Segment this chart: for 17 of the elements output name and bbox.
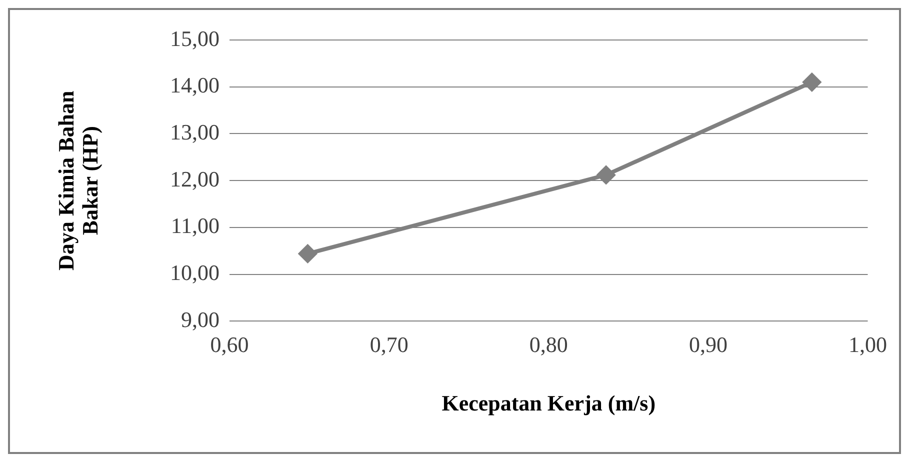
point bbox=[597, 166, 616, 184]
point bbox=[802, 73, 821, 92]
y-tick-label: 14,00 bbox=[170, 72, 220, 98]
y-tick-label: 12,00 bbox=[170, 166, 220, 192]
x-tick-label: 0,80 bbox=[529, 332, 568, 358]
x-axis-title: Kecepatan Kerja (m/s) bbox=[442, 390, 656, 416]
point bbox=[298, 244, 317, 263]
y-axis-title: Daya Kimia Bahan Bakar (HP) bbox=[54, 90, 103, 270]
y-tick-label: 15,00 bbox=[170, 26, 220, 51]
y-tick-label: 10,00 bbox=[170, 260, 220, 286]
y-tick-label: 11,00 bbox=[170, 213, 220, 238]
x-tick-label: 0,60 bbox=[210, 332, 249, 358]
y-tick-label: 13,00 bbox=[170, 120, 220, 145]
y-tick-label: 9,00 bbox=[181, 306, 220, 332]
x-tick-label: 0,90 bbox=[688, 332, 728, 358]
x-tick-label: 1,00 bbox=[848, 332, 887, 358]
x-tick-label: 0,70 bbox=[370, 332, 408, 358]
